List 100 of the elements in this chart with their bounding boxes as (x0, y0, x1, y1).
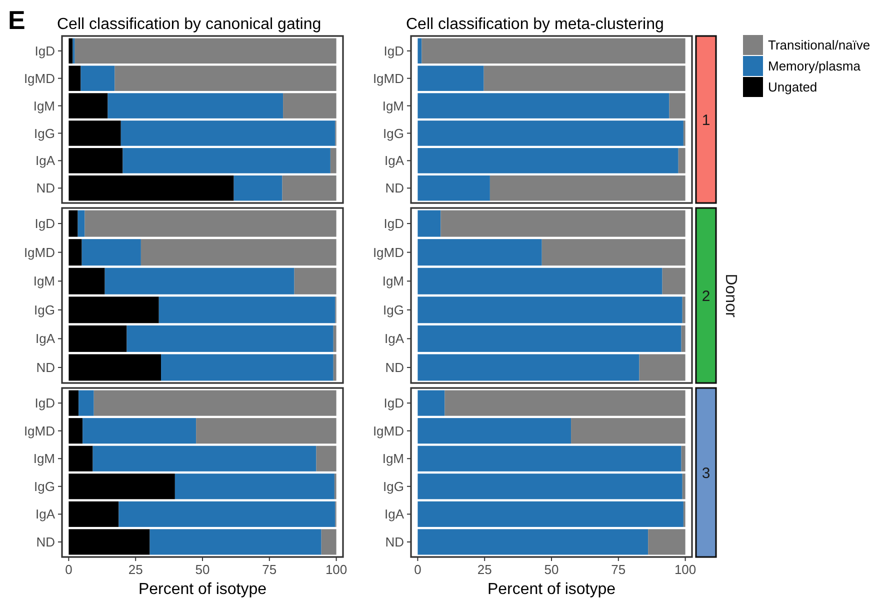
y-tick-label: IgA (35, 331, 56, 346)
y-tick-label: IgG (383, 302, 404, 318)
bar (678, 148, 686, 174)
bar (490, 175, 686, 201)
y-tick-label: IgD (384, 396, 404, 411)
legend-label: Ungated (768, 80, 818, 95)
bar (78, 210, 85, 237)
bar (440, 210, 686, 237)
y-tick-label: IgG (34, 302, 55, 318)
y-tick-label: IgM (33, 274, 55, 289)
bar (669, 93, 686, 118)
x-tick-label: 25 (128, 562, 143, 577)
y-tick-label: IgG (34, 478, 55, 494)
bar (418, 529, 648, 555)
bar (68, 418, 83, 444)
y-tick-label: IgMD (372, 244, 404, 260)
bar (681, 325, 686, 352)
y-tick-label: IgD (34, 396, 55, 411)
y-tick-label: IgD (384, 43, 404, 58)
bar (418, 66, 484, 91)
y-tick-label: ND (385, 180, 404, 196)
y-tick-label: IgA (384, 506, 404, 522)
y-tick-label: ND (36, 360, 55, 376)
x-tick-label: 100 (325, 562, 348, 577)
y-tick-label: IgM (33, 451, 55, 466)
y-tick-label: IgD (34, 216, 55, 232)
y-tick-label: IgMD (24, 244, 55, 260)
bar (68, 66, 81, 91)
bar (74, 38, 336, 64)
bar (418, 501, 684, 527)
bar (682, 474, 686, 500)
bar (418, 390, 445, 416)
bar (418, 446, 682, 472)
y-tick-label: IgA (384, 153, 404, 168)
y-tick-label: ND (385, 360, 404, 376)
bar (68, 120, 121, 146)
bar (68, 296, 159, 324)
bar (68, 268, 105, 294)
bar (78, 390, 94, 416)
bar (68, 529, 150, 555)
bar (283, 93, 336, 118)
text: E (8, 5, 26, 35)
y-tick-label: ND (385, 534, 404, 550)
bar (108, 93, 284, 118)
bar (120, 120, 336, 146)
bar (418, 93, 670, 118)
bar (82, 239, 141, 266)
bar (68, 239, 82, 266)
y-tick-label: IgD (34, 43, 55, 58)
bar (104, 268, 294, 294)
bar (418, 268, 662, 294)
bar (418, 474, 682, 500)
text: 1 (702, 112, 710, 129)
y-tick-label: IgM (382, 451, 404, 466)
bar (682, 296, 686, 324)
bar (68, 474, 175, 500)
y-tick-label: IgG (383, 478, 404, 494)
bar (542, 239, 686, 266)
x-tick-label: 0 (65, 562, 72, 577)
bar (68, 354, 162, 381)
bar (330, 148, 336, 174)
chart-title: Cell classification by canonical gating (57, 16, 322, 33)
bar (92, 446, 316, 472)
bar (418, 418, 572, 444)
y-tick-label: IgG (34, 126, 55, 141)
x-tick-label: 75 (611, 562, 626, 577)
bar (444, 390, 686, 416)
y-tick-label: ND (36, 534, 55, 550)
y-tick-label: IgM (382, 98, 404, 114)
bar (82, 418, 196, 444)
bar (484, 66, 686, 91)
legend-label: Transitional/naïve (768, 38, 870, 53)
bar (80, 66, 115, 91)
legend-label: Memory/plasma (768, 58, 862, 74)
bar (126, 325, 334, 352)
bar (333, 354, 336, 381)
bar (418, 354, 640, 381)
bar (122, 148, 330, 174)
y2-axis-title: Donor (722, 274, 739, 318)
x-tick-label: 100 (674, 562, 696, 577)
bar (161, 354, 334, 381)
bar (94, 390, 336, 416)
y-tick-label: IgMD (24, 423, 55, 438)
y-tick-label: IgMD (372, 423, 404, 438)
y-tick-label: IgG (383, 126, 404, 141)
bar (68, 210, 78, 237)
chart-title: Cell classification by meta-clustering (406, 16, 664, 33)
bar (648, 529, 686, 555)
bar (68, 93, 108, 118)
x-tick-label: 50 (544, 562, 559, 577)
text: 2 (702, 288, 710, 305)
bar (418, 296, 682, 324)
bar (68, 390, 79, 416)
x-axis-title: Percent of isotype (487, 581, 616, 598)
y-tick-label: IgM (33, 98, 55, 114)
y-tick-label: IgMD (24, 70, 55, 86)
x-tick-label: 0 (414, 562, 422, 577)
bar (140, 239, 336, 266)
bar (571, 418, 686, 444)
bar (418, 239, 542, 266)
